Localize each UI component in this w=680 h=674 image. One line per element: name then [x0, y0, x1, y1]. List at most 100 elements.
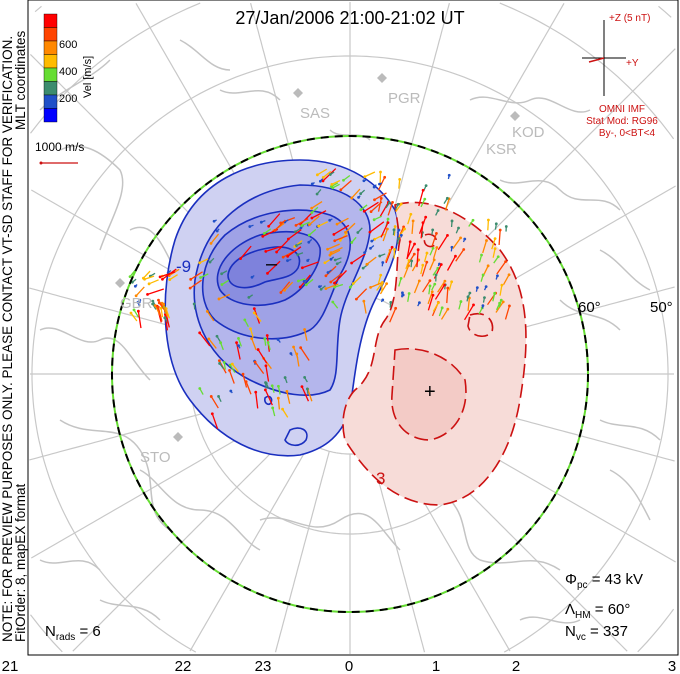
fit-order-label: FitOrder: 8, mapEX format — [13, 483, 28, 642]
vector-origin — [399, 277, 403, 280]
vector-origin — [235, 341, 238, 345]
vector-origin — [289, 352, 293, 355]
vector-origin — [237, 344, 240, 348]
vector-origin — [326, 271, 330, 274]
velocity-vector — [444, 198, 450, 211]
velocity-vector — [163, 304, 168, 317]
vector-origin — [205, 310, 209, 313]
vector-origin — [424, 215, 428, 219]
velocity-vector — [370, 282, 382, 288]
vector-origin — [398, 177, 402, 181]
vector-origin — [450, 280, 454, 284]
vector-origin — [410, 259, 414, 263]
velocity-vector — [267, 260, 281, 274]
vector-origin — [421, 221, 425, 225]
vector-origin — [198, 387, 202, 390]
velocity-vector — [487, 219, 490, 231]
vector-origin — [151, 302, 155, 306]
vector-origin — [413, 242, 416, 246]
velocity-vector — [440, 308, 449, 320]
vector-origin — [457, 226, 460, 230]
vector-origin — [378, 182, 381, 186]
velocity-vector — [351, 253, 366, 264]
vector-origin — [388, 201, 391, 205]
vector-origin — [450, 219, 454, 223]
velocity-vector — [300, 347, 310, 361]
vector-origin — [385, 227, 389, 231]
vector-origin — [317, 224, 321, 228]
vector-origin — [264, 381, 267, 384]
velocity-vector — [416, 249, 419, 268]
velocity-vector — [135, 286, 145, 297]
velocity-vector — [305, 278, 314, 286]
vector-origin — [431, 293, 435, 297]
velocity-vector — [380, 222, 389, 238]
velocity-vector — [331, 179, 341, 185]
vector-origin — [335, 222, 339, 226]
velocity-vector — [467, 297, 471, 311]
colorbar-swatch — [43, 13, 58, 28]
vector-origin — [146, 292, 149, 296]
vector-origin — [199, 276, 202, 279]
velocity-vector — [491, 238, 496, 250]
vector-origin — [305, 387, 309, 391]
station-marker-sas — [293, 88, 303, 98]
vector-origin — [372, 185, 376, 189]
map-title: 27/Jan/2006 21:00-21:02 UT — [235, 8, 464, 28]
vector-origin — [300, 266, 304, 270]
vector-origin — [493, 291, 497, 295]
vector-origin — [321, 179, 325, 183]
velocity-vector — [189, 279, 202, 289]
velocity-vector — [253, 312, 262, 322]
velocity-vector — [307, 388, 313, 402]
vector-origin — [228, 369, 231, 372]
velocity-vector — [499, 284, 503, 296]
velocity-vector — [200, 273, 209, 279]
vector-origin — [421, 188, 425, 192]
vector-origin — [271, 406, 275, 410]
velocity-vector — [405, 260, 410, 270]
velocity-vector — [286, 391, 291, 404]
velocity-vector — [211, 413, 219, 430]
velocity-vector — [169, 274, 178, 281]
mlt-tick: 22 — [175, 658, 192, 674]
vector-origin — [342, 178, 345, 182]
velocity-vector — [431, 233, 438, 247]
velocity-vector — [322, 170, 332, 178]
velocity-vector — [311, 201, 323, 209]
vector-origin — [333, 281, 336, 285]
vector-origin — [436, 301, 440, 305]
vector-origin — [157, 298, 160, 302]
vector-origin — [266, 271, 269, 275]
vector-origin — [373, 198, 376, 202]
vector-origin — [333, 258, 337, 262]
potential-max-marker: + — [424, 381, 436, 403]
colorbar-label: Vel [m/s] — [82, 56, 94, 98]
velocity-vector — [265, 365, 270, 382]
velocity-vector — [420, 198, 426, 208]
vector-origin — [351, 282, 355, 285]
vector-origin — [261, 234, 265, 238]
velocity-vector — [303, 329, 308, 341]
phi-pc-label: Φpc = 43 kV — [565, 571, 643, 591]
velocity-vector — [432, 247, 438, 260]
vector-origin — [481, 304, 485, 308]
vector-origin — [208, 260, 212, 264]
vector-origin — [425, 251, 429, 255]
colorbar-swatch — [43, 108, 58, 123]
vector-origin — [498, 228, 502, 232]
velocity-vector — [301, 386, 310, 402]
vector-origin — [485, 239, 488, 242]
velocity-vector — [142, 270, 151, 279]
vector-origin — [393, 225, 397, 228]
vector-origin — [350, 241, 354, 244]
vector-origin — [275, 250, 279, 254]
vector-origin — [386, 217, 390, 221]
velocity-vector — [427, 295, 434, 311]
velocity-vector — [502, 274, 510, 286]
velocity-vector — [387, 202, 394, 216]
velocity-vector — [463, 304, 475, 321]
velocity-vector — [427, 291, 433, 305]
vector-origin — [298, 285, 302, 289]
station-marker-kod — [510, 111, 520, 121]
